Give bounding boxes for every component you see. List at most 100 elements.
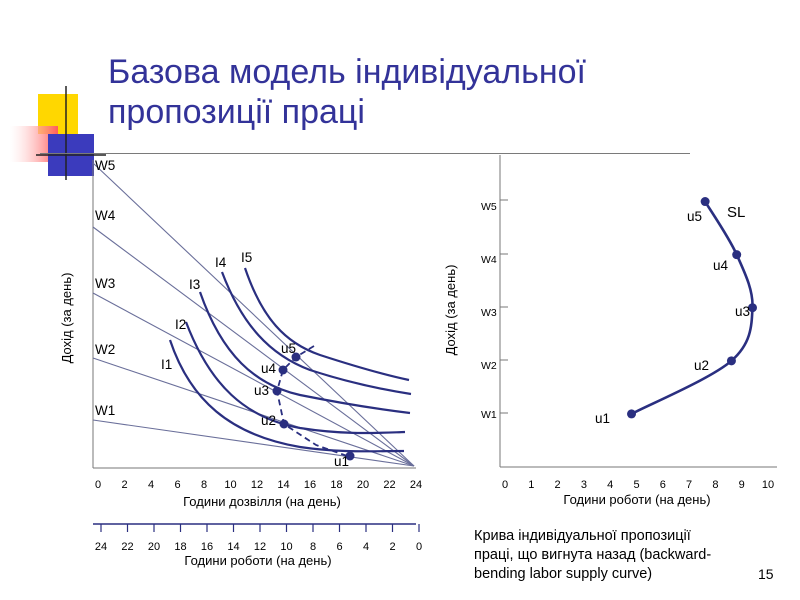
right-point-label-u5: u5	[687, 209, 702, 224]
work-tick-label-8: 8	[310, 541, 316, 553]
right-x-tick-label-2: 2	[555, 479, 561, 491]
figure-caption: Крива індивідуальної пропозиції праці, щ…	[474, 527, 774, 584]
right-x-tick-label-4: 4	[607, 479, 613, 491]
leisure-tick-label-4: 8	[201, 479, 207, 491]
slide-title: Базова модель індивідуальної пропозиції …	[108, 52, 748, 132]
work-tick-label-10: 4	[363, 541, 369, 553]
work-tick-label-3: 18	[174, 541, 186, 553]
caption-line-2: праці, що вигнута назад (backward-	[474, 547, 712, 563]
right-chart: W1 W2 W3 W4 W5 Дохід (за день) u1 u2 u3 …	[443, 155, 777, 507]
leisure-tick-label-2: 4	[148, 479, 154, 491]
leisure-tick-label-9: 18	[330, 479, 342, 491]
point-u1	[345, 451, 355, 461]
right-x-tick-label-5: 5	[633, 479, 639, 491]
point-u3	[272, 386, 282, 396]
corner-decoration	[10, 86, 106, 180]
sl-point-u3	[747, 303, 757, 313]
left-chart: Дохід (за день) W1 W2 W3 W4 W5 I1 I2 I3 …	[59, 158, 422, 568]
leisure-tick-label-10: 20	[357, 479, 369, 491]
right-x-tick-label-1: 1	[528, 479, 534, 491]
work-tick-label-4: 16	[201, 541, 213, 553]
work-tick-label-6: 12	[254, 541, 266, 553]
indifference-curve-i2	[184, 321, 406, 435]
left-wage-label-w1: W1	[95, 403, 115, 418]
right-x-tick-label-7: 7	[686, 479, 692, 491]
work-tick-label-2: 20	[148, 541, 160, 553]
work-tick-label-11: 2	[389, 541, 395, 553]
right-x-tick-label-3: 3	[581, 479, 587, 491]
work-tick-marks	[100, 524, 420, 532]
leisure-tick-label-5: 10	[224, 479, 236, 491]
work-axis-label: Години роботи (на день)	[184, 553, 331, 568]
budget-line-w5	[92, 162, 415, 467]
right-x-tick-labels: 0 1 2 3 4 5 6 7 8 9 10	[502, 479, 774, 491]
leisure-tick-label-8: 16	[304, 479, 316, 491]
right-x-tick-label-8: 8	[712, 479, 718, 491]
leisure-tick-label-6: 12	[251, 479, 263, 491]
left-y-label: Дохід (за день)	[59, 273, 74, 364]
caption-line-1: Крива індивідуальної пропозиції	[474, 528, 691, 544]
leisure-axis-label: Години дозвілля (на день)	[183, 494, 341, 509]
right-x-tick-label-10: 10	[762, 479, 774, 491]
point-u4	[278, 365, 288, 375]
left-point-label-u5: u5	[281, 341, 296, 356]
supply-curve-label: SL	[727, 204, 745, 221]
indifference-curve-i4	[220, 271, 412, 396]
point-u5	[291, 352, 301, 362]
sl-point-u5	[700, 197, 710, 207]
right-x-tick-label-9: 9	[739, 479, 745, 491]
right-point-label-u1: u1	[595, 411, 610, 426]
leisure-tick-label-11: 22	[383, 479, 395, 491]
sl-point-u1	[627, 409, 636, 419]
left-point-label-u3: u3	[254, 383, 269, 398]
work-tick-label-1: 22	[121, 541, 133, 553]
leisure-tick-label-0: 0	[95, 479, 101, 491]
title-line-2: пропозиції праці	[108, 93, 365, 131]
right-x-label: Години роботи (на день)	[563, 492, 710, 507]
right-point-label-u3: u3	[735, 304, 750, 319]
sl-point-u2	[726, 356, 736, 366]
left-point-label-u1: u1	[334, 454, 349, 469]
budget-line-w1	[92, 419, 415, 467]
work-tick-label-0: 24	[95, 541, 107, 553]
leisure-tick-labels: 0 2 4 6 8 10 12 14 16 18 20 22 24	[95, 479, 422, 491]
work-tick-label-9: 6	[336, 541, 342, 553]
curve-label-i2: I2	[175, 317, 186, 332]
point-u2	[279, 419, 289, 429]
indifference-curve-i5	[243, 267, 410, 382]
supply-curve-points	[627, 197, 757, 419]
indifference-curve-i3	[198, 291, 411, 415]
work-tick-labels: 24 22 20 18 16 14 12 10 8 6 4 2 0	[95, 541, 422, 553]
right-y-label: Дохід (за день)	[443, 265, 458, 356]
leisure-tick-label-1: 2	[121, 479, 127, 491]
right-wage-label-w2: W2	[481, 360, 497, 372]
right-x-tick-label-0: 0	[502, 479, 508, 491]
right-wage-label-w4: W4	[481, 254, 497, 266]
leisure-tick-label-12: 24	[410, 479, 422, 491]
work-tick-label-5: 14	[227, 541, 239, 553]
right-point-label-u2: u2	[694, 358, 709, 373]
left-point-label-u2: u2	[261, 413, 276, 428]
right-x-tick-label-6: 6	[660, 479, 666, 491]
curve-label-i4: I4	[215, 255, 227, 270]
right-wage-label-w5: W5	[481, 201, 497, 213]
left-wage-label-w2: W2	[95, 342, 115, 357]
work-tick-label-7: 10	[280, 541, 292, 553]
left-wage-label-w3: W3	[95, 276, 115, 291]
title-line-1: Базова модель індивідуальної	[108, 53, 586, 91]
budget-line-w3	[92, 292, 415, 467]
curve-label-i5: I5	[241, 250, 252, 265]
sl-point-u4	[732, 250, 742, 260]
curve-label-i3: I3	[189, 277, 200, 292]
caption-line-3: bending labor supply curve)	[474, 566, 653, 582]
page-number: 15	[758, 566, 774, 582]
left-wage-label-w5: W5	[95, 158, 115, 173]
work-tick-label-12: 0	[416, 541, 422, 553]
right-wage-label-w1: W1	[481, 409, 497, 421]
leisure-tick-label-7: 14	[277, 479, 289, 491]
left-point-label-u4: u4	[261, 361, 277, 376]
title-divider	[40, 153, 690, 154]
right-wage-label-w3: W3	[481, 307, 497, 319]
indifference-curve-i1	[168, 339, 405, 453]
